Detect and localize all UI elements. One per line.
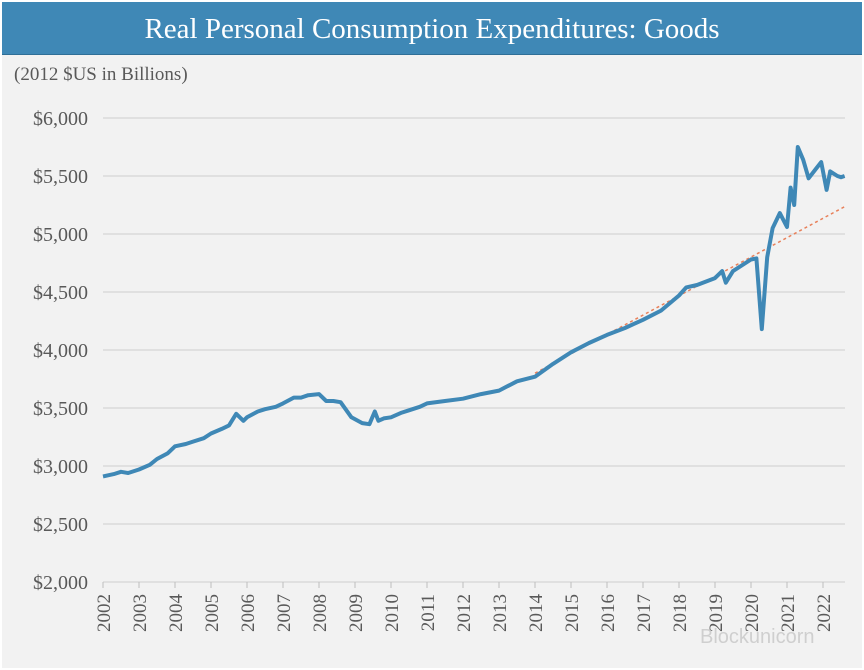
y-tick-label: $5,000 — [33, 224, 88, 246]
x-tick-label: 2016 — [598, 594, 619, 632]
y-tick-label: $5,500 — [33, 166, 88, 188]
x-tick-label: 2022 — [814, 594, 835, 632]
x-tick-label: 2017 — [634, 594, 655, 632]
x-tick-label: 2009 — [346, 594, 367, 632]
y-tick-label: $6,000 — [33, 108, 88, 130]
watermark: Blockunicorn — [700, 626, 815, 648]
x-tick-label: 2010 — [382, 594, 403, 632]
trend-line — [534, 206, 845, 374]
x-tick-label: 2005 — [202, 594, 223, 632]
series-line — [102, 145, 846, 479]
x-tick-label: 2006 — [238, 594, 259, 632]
x-tick-label: 2002 — [94, 594, 115, 632]
chart-title: Real Personal Consumption Expenditures: … — [2, 2, 862, 55]
y-tick-label: $3,000 — [33, 456, 88, 478]
x-tick-label: 2011 — [418, 594, 439, 631]
y-tick-label: $4,500 — [33, 282, 88, 304]
x-tick-label: 2014 — [526, 594, 547, 633]
x-tick-label: 2018 — [670, 594, 691, 632]
x-tick-label: 2008 — [310, 594, 331, 632]
x-tick-label: 2015 — [562, 594, 583, 632]
y-tick-label: $2,000 — [33, 572, 88, 594]
x-tick-label: 2007 — [274, 594, 295, 632]
y-tick-label: $3,500 — [33, 398, 88, 420]
x-tick-label: 2012 — [454, 594, 475, 632]
y-tick-label: $4,000 — [33, 340, 88, 362]
x-tick-label: 2003 — [130, 594, 151, 632]
x-tick-label: 2004 — [166, 594, 187, 633]
x-tick-label: 2019 — [706, 594, 727, 632]
x-tick-label: 2013 — [490, 594, 511, 632]
y-tick-label: $2,500 — [33, 514, 88, 536]
x-tick-label: 2021 — [778, 594, 799, 632]
chart-subtitle: (2012 $US in Billions) — [14, 64, 188, 85]
x-tick-label: 2020 — [742, 594, 763, 632]
